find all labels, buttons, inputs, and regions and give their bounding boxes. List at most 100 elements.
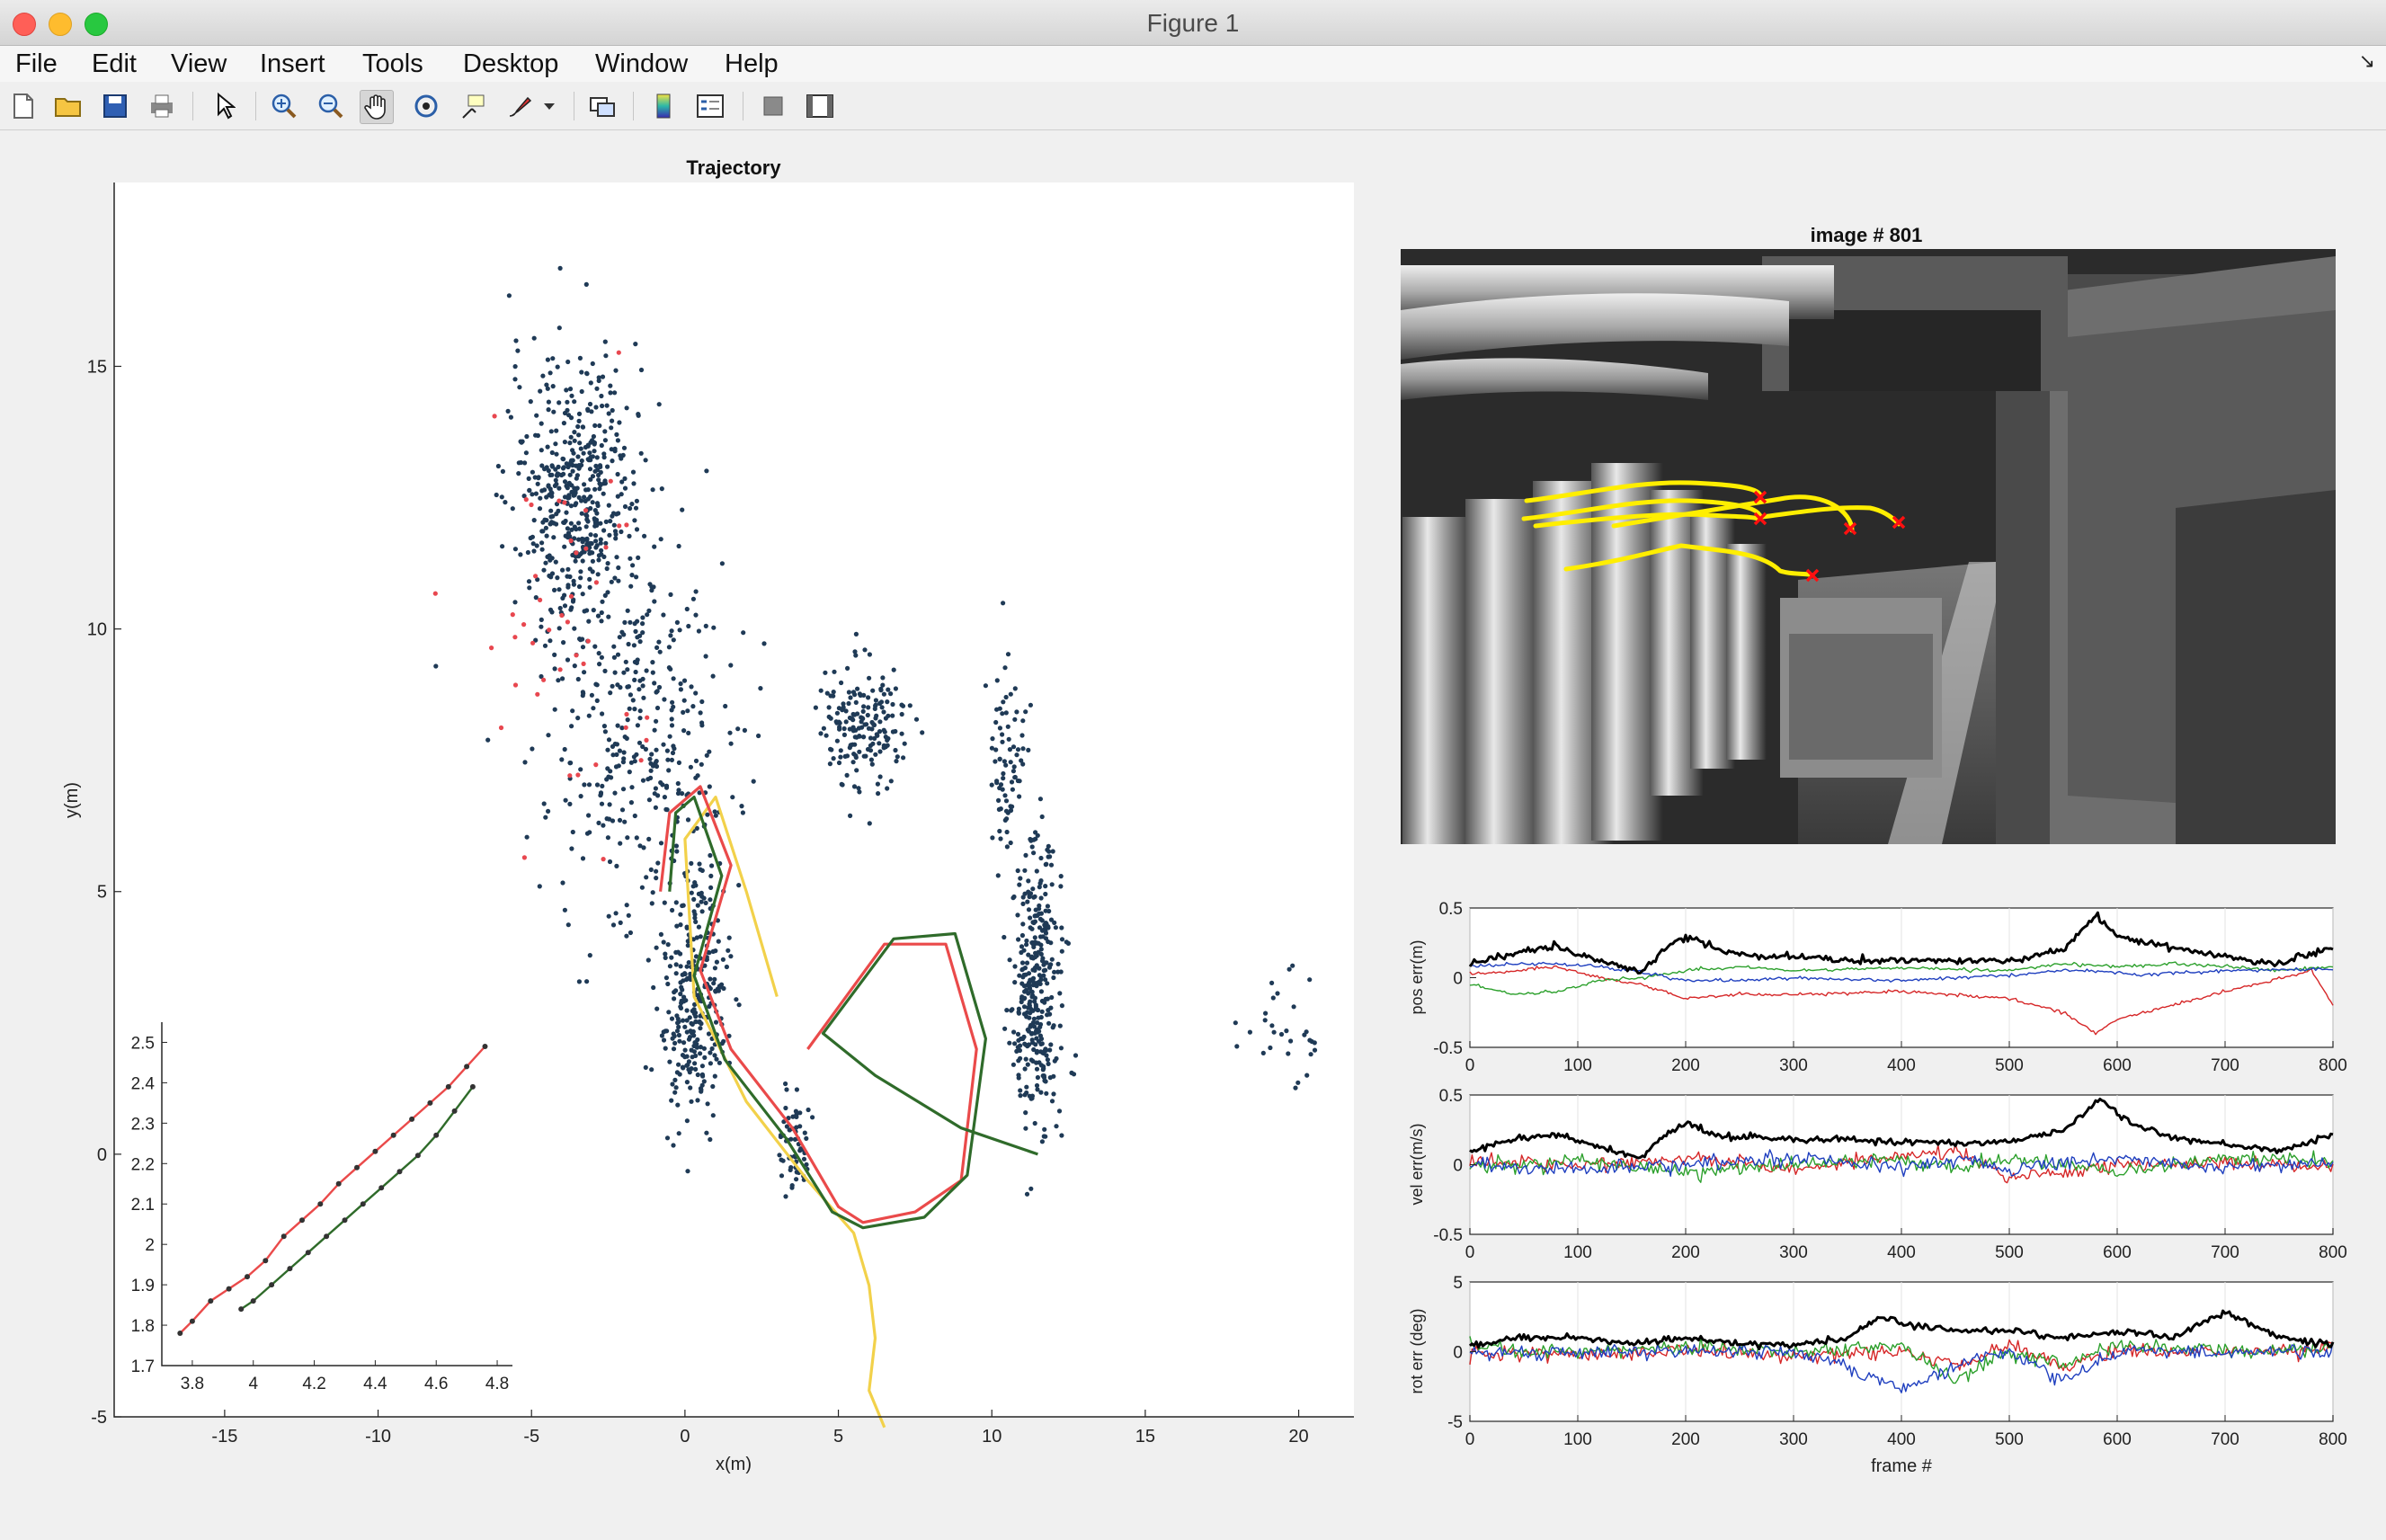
landmark-point — [582, 482, 587, 487]
minimize-window-button[interactable] — [49, 13, 72, 36]
inset-axes[interactable]: 3.8 4 4.2 4.4 4.6 4.8 1.7 1.8 1.9 2 2.1 2.2 2.3 2.4 2… — [131, 1022, 512, 1393]
data-cursor-icon[interactable] — [457, 90, 489, 122]
landmark-point — [594, 501, 601, 506]
landmark-point — [663, 951, 668, 957]
landmark-point — [1025, 1027, 1030, 1033]
landmark-point — [848, 695, 853, 700]
landmark-point — [681, 678, 688, 683]
open-file-icon[interactable] — [52, 90, 85, 122]
landmark-point — [717, 984, 723, 990]
new-figure-icon[interactable] — [7, 90, 40, 122]
landmark-point — [1034, 1066, 1040, 1072]
landmark-point — [1286, 966, 1292, 972]
landmark-point — [634, 835, 639, 841]
landmark-point — [597, 662, 602, 667]
landmark-point — [794, 1125, 799, 1130]
landmark-point — [1019, 944, 1025, 949]
landmark-point — [1043, 1079, 1048, 1084]
landmark-point — [569, 393, 574, 398]
rotate-3d-icon[interactable] — [410, 90, 442, 122]
select-arrow-icon[interactable] — [209, 90, 241, 122]
legend-icon[interactable] — [694, 90, 726, 122]
camera-image-axes[interactable]: image # 801 — [1401, 224, 2336, 844]
landmark-point — [687, 1035, 693, 1040]
landmark-point — [546, 399, 552, 405]
landmark-point — [1029, 1037, 1035, 1043]
landmark-point — [1002, 665, 1008, 671]
landmark-point — [1268, 1045, 1273, 1051]
landmark-point — [553, 477, 558, 483]
landmark-point — [1002, 759, 1007, 764]
landmark-point — [1058, 874, 1064, 879]
landmark-point — [723, 703, 728, 709]
landmark-point — [1040, 956, 1046, 961]
close-window-button[interactable] — [13, 13, 36, 36]
landmark-point — [576, 432, 582, 438]
landmark-point — [677, 628, 682, 633]
landmark-point — [622, 819, 628, 824]
menu-tools[interactable]: Tools — [362, 49, 423, 78]
hide-plot-tools-icon[interactable] — [757, 90, 789, 122]
trajectory-x-tick-label: -15 — [211, 1427, 237, 1447]
landmark-point — [617, 523, 622, 529]
landmark-point — [704, 1130, 709, 1135]
landmark-point — [662, 795, 668, 800]
landmark-point — [1026, 747, 1031, 753]
brush-dropdown-icon[interactable] — [541, 90, 557, 122]
pan-hand-icon[interactable] — [360, 90, 394, 124]
landmark-point — [505, 408, 511, 414]
landmark-point — [1046, 908, 1052, 914]
landmark-point — [1028, 836, 1033, 842]
landmark-point — [527, 487, 532, 493]
landmark-point — [728, 663, 734, 668]
colorbar-icon[interactable] — [647, 90, 680, 122]
pos-err-axes[interactable]: 0 100 200 300 400 500 600 700 800 -0.500.5 pos e… — [1408, 900, 2347, 1075]
zoom-in-icon[interactable] — [268, 90, 300, 122]
inset-marker — [280, 1233, 287, 1240]
vel-err-axes[interactable]: 0 100 200 300 400 500 600 700 800 -0.500.5 vel e… — [1408, 1087, 2347, 1262]
landmark-point — [643, 1064, 648, 1070]
show-plot-tools-icon[interactable] — [804, 90, 836, 122]
menu-view[interactable]: View — [171, 49, 227, 78]
landmark-point — [703, 900, 708, 906]
landmark-point — [608, 690, 613, 696]
menu-desktop[interactable]: Desktop — [463, 49, 559, 78]
feature-track — [1521, 498, 1763, 521]
landmark-point — [901, 755, 906, 761]
landmark-point — [612, 390, 618, 396]
landmark-point — [583, 524, 589, 530]
zoom-out-icon[interactable] — [315, 90, 347, 122]
landmark-point — [621, 756, 627, 761]
landmark-point — [538, 495, 543, 501]
menu-help[interactable]: Help — [725, 49, 779, 78]
landmark-point — [1048, 862, 1055, 868]
landmark-point — [599, 801, 605, 806]
print-icon[interactable] — [146, 90, 178, 122]
landmark-point — [548, 638, 553, 644]
menu-edit[interactable]: Edit — [92, 49, 137, 78]
rot-err-axes[interactable]: 0 100 200 300 400 500 600 700 800 -505 rot err (… — [1408, 1274, 2347, 1476]
landmark-point — [526, 476, 531, 481]
link-plot-icon[interactable] — [586, 90, 619, 122]
landmark-point — [645, 777, 651, 782]
landmark-point — [869, 719, 875, 725]
landmark-point — [844, 772, 850, 779]
menu-file[interactable]: File — [15, 49, 58, 78]
brush-icon[interactable] — [503, 90, 536, 122]
landmark-point — [590, 454, 596, 459]
save-icon[interactable] — [99, 90, 131, 122]
landmark-point — [568, 459, 574, 465]
landmark-point — [538, 597, 543, 603]
landmark-point — [545, 386, 550, 391]
dock-arrow-icon[interactable]: ↘ — [2358, 49, 2375, 72]
menu-insert[interactable]: Insert — [260, 49, 325, 78]
landmark-point — [691, 896, 697, 903]
maximize-window-button[interactable] — [85, 13, 108, 36]
landmark-point — [846, 700, 851, 707]
landmark-point — [602, 478, 608, 484]
menu-window[interactable]: Window — [595, 49, 689, 78]
landmark-point — [539, 617, 544, 623]
landmark-point — [878, 699, 885, 705]
landmark-point — [600, 599, 605, 604]
landmark-point — [557, 605, 563, 611]
